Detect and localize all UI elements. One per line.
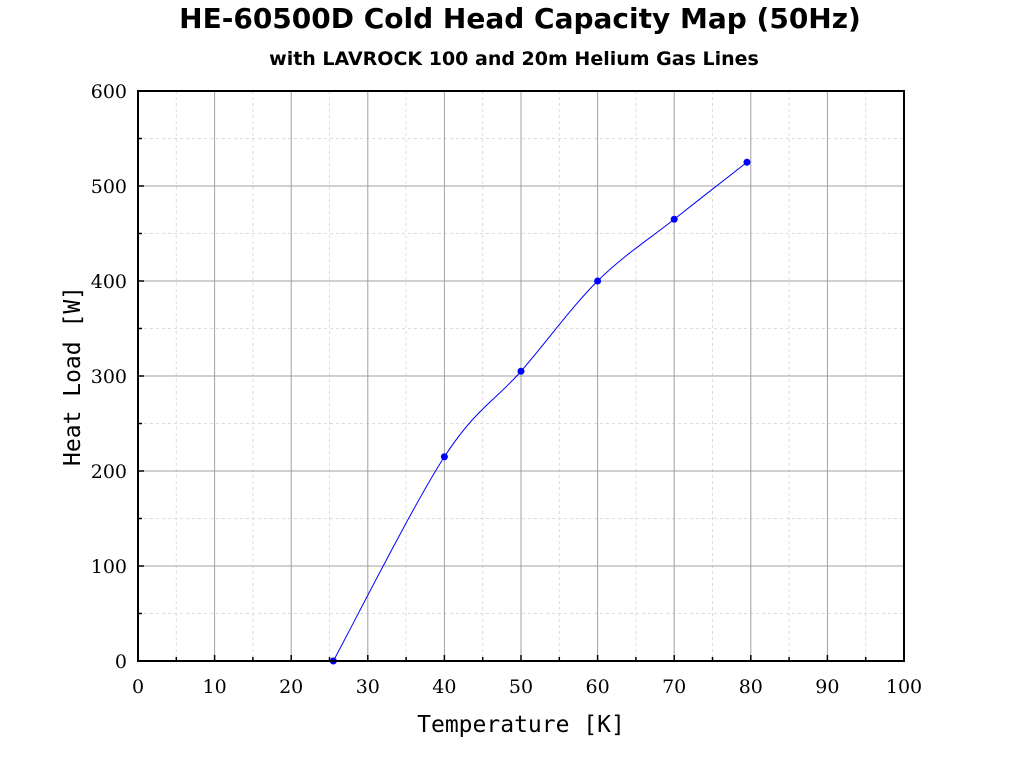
x-tick-label: 10 xyxy=(203,676,227,698)
x-tick-label: 80 xyxy=(739,676,763,698)
x-tick-label: 90 xyxy=(815,676,839,698)
data-point xyxy=(440,453,448,461)
y-axis-title: Heat Load [W] xyxy=(60,286,86,466)
x-tick-label: 70 xyxy=(662,676,686,698)
data-point xyxy=(594,277,602,285)
y-tick-label: 600 xyxy=(91,81,127,103)
y-tick-label: 100 xyxy=(91,556,127,578)
x-tick-label: 100 xyxy=(886,676,922,698)
x-tick-label: 60 xyxy=(586,676,610,698)
tick-labels: 0 10 20 30 40 50 60 70 80 90 100 0 100 200 300 400 500 60… xyxy=(91,81,922,698)
y-tick-label: 400 xyxy=(91,271,127,293)
x-tick-label: 0 xyxy=(132,676,144,698)
x-tick-label: 40 xyxy=(432,676,456,698)
data-point xyxy=(743,158,751,166)
plot-frame xyxy=(137,90,905,662)
chart-title: HE-60500D Cold Head Capacity Map (50Hz) xyxy=(179,2,861,35)
series-layer xyxy=(329,158,751,665)
x-tick-label: 30 xyxy=(356,676,380,698)
x-axis-title: Temperature [K] xyxy=(417,712,625,738)
data-point xyxy=(670,215,678,223)
x-tick-label: 20 xyxy=(279,676,303,698)
data-point xyxy=(517,367,525,375)
x-tick-label: 50 xyxy=(509,676,533,698)
y-tick-label: 0 xyxy=(115,651,127,673)
series-line xyxy=(332,161,748,662)
chart-subtitle: with LAVROCK 100 and 20m Helium Gas Line… xyxy=(269,48,759,70)
major-grid xyxy=(138,91,904,661)
y-tick-label: 300 xyxy=(91,366,127,388)
y-tick-label: 200 xyxy=(91,461,127,483)
y-tick-label: 500 xyxy=(91,176,127,198)
